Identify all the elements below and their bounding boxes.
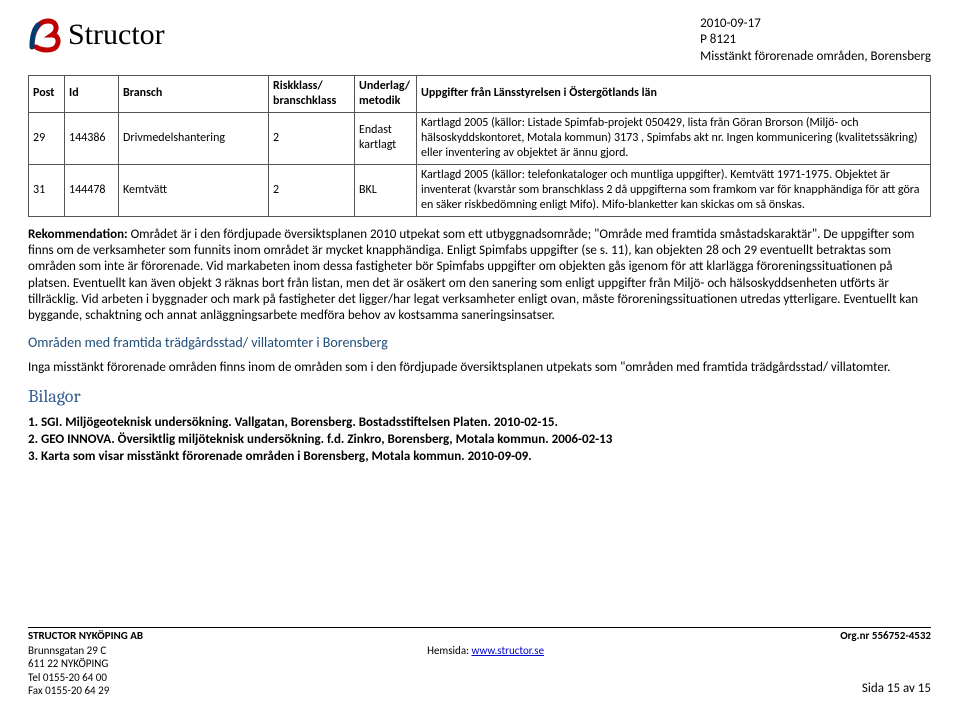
footer-orgnr: Org.nr 556752-4532: [840, 629, 931, 643]
cell-upp: Kartlagd 2005 (källor: telefonkataloger …: [417, 164, 931, 216]
cell-risk: 2: [269, 164, 355, 216]
header-ref: P 8121: [700, 32, 931, 48]
cell-underlag: Endast kartlagt: [355, 112, 417, 164]
cell-bransch: Drivmedelshantering: [119, 112, 269, 164]
footer-company: STRUCTOR NYKÖPING AB: [28, 629, 143, 643]
bilagor-heading: Bilagor: [28, 386, 931, 409]
attachment-item: 3. Karta som visar misstänkt förorenade …: [28, 449, 931, 465]
header-subject: Misstänkt förorenade områden, Borensberg: [700, 49, 931, 65]
footer-company-line: STRUCTOR NYKÖPING AB Org.nr 556752-4532: [28, 627, 931, 643]
logo-mark-icon: [28, 17, 64, 53]
table-row: 29 144386 Drivmedelshantering 2 Endast k…: [29, 112, 931, 164]
footer-page-number: Sida 15 av 15: [862, 681, 931, 697]
th-bransch: Bransch: [119, 75, 269, 112]
attachment-item: 2. GEO INNOVA. Översiktlig miljöteknisk …: [28, 432, 931, 448]
footer-col-site: Hemsida: www.structor.se: [427, 644, 544, 658]
attachment-text: 1. SGI. Miljögeoteknisk undersökning. Va…: [28, 415, 558, 430]
cell-post: 31: [29, 164, 65, 216]
section-body-tradgardsstad: Inga misstänkt förorenade områden finns …: [28, 360, 931, 376]
attachment-text: 3. Karta som visar misstänkt förorenade …: [28, 449, 532, 464]
attachment-item: 1. SGI. Miljögeoteknisk undersökning. Va…: [28, 415, 931, 431]
cell-underlag: BKL: [355, 164, 417, 216]
page-header: Structor 2010-09-17 P 8121 Misstänkt för…: [28, 16, 931, 65]
footer-site-label: Hemsida:: [427, 644, 471, 657]
risk-table: Post Id Bransch Riskklass/ branschklass …: [28, 75, 931, 217]
logo-text: Structor: [68, 16, 165, 54]
footer-addr1: Brunnsgatan 29 C: [28, 644, 109, 657]
header-meta: 2010-09-17 P 8121 Misstänkt förorenade o…: [700, 16, 931, 65]
footer-site-link[interactable]: www.structor.se: [472, 644, 545, 657]
footer-fax: Fax 0155-20 64 29: [28, 684, 109, 697]
attachments-list: 1. SGI. Miljögeoteknisk undersökning. Va…: [28, 415, 931, 466]
table-row: 31 144478 Kemtvätt 2 BKL Kartlagd 2005 (…: [29, 164, 931, 216]
recommendation-paragraph: Rekommendation: Området är i den fördjup…: [28, 227, 931, 325]
section-heading-tradgardsstad: Områden med framtida trädgårdsstad/ vill…: [28, 334, 931, 352]
footer-col-address: Brunnsgatan 29 C 611 22 NYKÖPING Tel 015…: [28, 644, 109, 697]
footer-tel: Tel 0155-20 64 00: [28, 671, 109, 684]
th-underlag: Underlag/ metodik: [355, 75, 417, 112]
footer-grid: Brunnsgatan 29 C 611 22 NYKÖPING Tel 015…: [28, 644, 931, 697]
th-post: Post: [29, 75, 65, 112]
cell-id: 144386: [65, 112, 119, 164]
cell-post: 29: [29, 112, 65, 164]
header-date: 2010-09-17: [700, 16, 931, 32]
table-header-row: Post Id Bransch Riskklass/ branschklass …: [29, 75, 931, 112]
th-risk: Riskklass/ branschklass: [269, 75, 355, 112]
cell-upp: Kartlagd 2005 (källor: Listade Spimfab-p…: [417, 112, 931, 164]
footer-addr2: 611 22 NYKÖPING: [28, 657, 109, 670]
th-id: Id: [65, 75, 119, 112]
cell-bransch: Kemtvätt: [119, 164, 269, 216]
cell-risk: 2: [269, 112, 355, 164]
attachment-text: 2. GEO INNOVA. Översiktlig miljöteknisk …: [28, 432, 612, 447]
page-footer: STRUCTOR NYKÖPING AB Org.nr 556752-4532 …: [28, 627, 931, 698]
logo: Structor: [28, 16, 165, 54]
recommendation-label: Rekommendation:: [28, 227, 128, 242]
th-uppgifter: Uppgifter från Länsstyrelsen i Östergötl…: [417, 75, 931, 112]
recommendation-body: Området är i den fördjupade översiktspla…: [28, 227, 918, 323]
footer-col-page: Sida 15 av 15: [862, 681, 931, 697]
cell-id: 144478: [65, 164, 119, 216]
